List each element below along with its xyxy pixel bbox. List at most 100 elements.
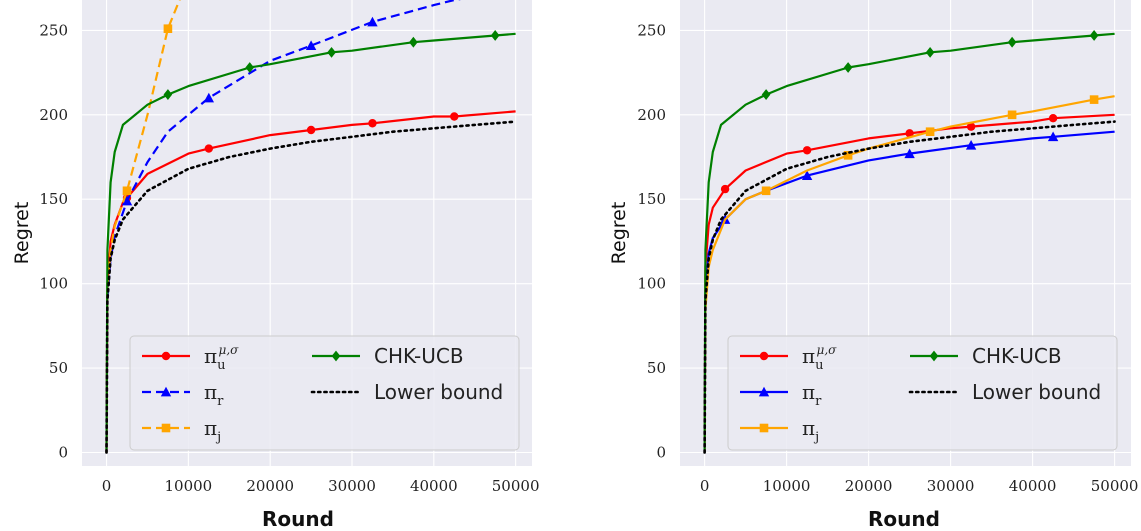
x-tick-label: 0 (102, 477, 112, 495)
series-line-lb (703, 120, 1116, 454)
legend-label-pi_u: πuμ,σ (802, 343, 837, 373)
legend-marker-pi_u (161, 351, 171, 361)
data-point-pi_r (801, 170, 813, 181)
legend-item-lb: Lower bound (908, 380, 1101, 404)
data-point-pi_u (368, 119, 377, 128)
data-point-pi_j (761, 186, 771, 196)
legend-label-lb: Lower bound (374, 380, 503, 404)
x-tick-label: 10000 (165, 477, 213, 495)
data-point-chk (925, 46, 935, 58)
legend: πuμ,σ πr πj CHK-UCB Lower bound (727, 335, 1118, 451)
x-axis-title: Round (262, 507, 334, 531)
chart-panel-2: 0 10000 20000 30000 40000 50000 0 50 100 150 200 25… (608, 0, 1138, 531)
legend-item-chk: CHK-UCB (910, 344, 1062, 368)
legend-item-lb: Lower bound (310, 380, 503, 404)
data-point-pi_j (1089, 95, 1099, 104)
x-tick-label: 40000 (1009, 477, 1057, 495)
x-axis-title: Round (868, 507, 940, 531)
legend-item-pi_u: πuμ,σ (740, 343, 837, 373)
series-group (703, 30, 1116, 454)
legend: πuμ,σ πr πj CHK-UCB Lower bound (129, 335, 520, 451)
y-tick-label: 250 (39, 21, 68, 39)
data-point-pi_r (904, 148, 915, 159)
data-point-pi_r (305, 40, 317, 51)
data-point-chk (245, 62, 255, 73)
data-point-pi_u (802, 146, 812, 155)
y-tick-label: 100 (39, 275, 68, 293)
legend-marker-pi_j (759, 423, 769, 433)
x-tick-label: 20000 (246, 477, 294, 495)
series-group (105, 0, 517, 454)
legend-label-pi_u: πuμ,σ (204, 343, 239, 373)
legend-label-chk: CHK-UCB (972, 344, 1062, 368)
legend-item-pi_r: πr (142, 380, 224, 409)
data-point-chk (409, 36, 418, 48)
series-line-pi_j (105, 0, 181, 453)
y-tick-label: 250 (637, 21, 666, 39)
x-tick-label: 20000 (845, 477, 893, 495)
y-tick-label: 150 (637, 190, 666, 208)
x-tick-label: 30000 (328, 477, 376, 495)
data-point-pi_u (204, 144, 214, 153)
legend-label-pi_r: πr (204, 380, 224, 409)
data-point-chk (843, 62, 853, 73)
legend-item-chk: CHK-UCB (312, 344, 464, 368)
data-point-pi_u (966, 122, 976, 131)
y-tick-label: 0 (58, 443, 68, 461)
data-point-pi_j (843, 151, 853, 160)
series-line-pi_r (703, 130, 1115, 453)
data-point-pi_u (306, 125, 316, 135)
y-axis-title: Regret (608, 202, 630, 265)
data-point-pi_j (163, 24, 173, 34)
data-point-pi_r (367, 16, 378, 27)
legend-marker-pi_r (160, 386, 172, 397)
y-axis-title: Regret (11, 202, 33, 265)
legend-marker-chk (929, 350, 939, 362)
x-tick-label: 30000 (927, 477, 975, 495)
x-tick-label: 40000 (410, 477, 458, 495)
x-tick-label: 0 (700, 477, 710, 495)
data-point-pi_r (203, 92, 215, 103)
y-tick-label: 150 (39, 190, 68, 208)
data-point-pi_u (450, 112, 459, 121)
legend-marker-chk (331, 350, 341, 362)
legend-marker-pi_r (758, 386, 770, 397)
legend-item-pi_u: πuμ,σ (142, 343, 239, 373)
data-point-pi_r (965, 140, 977, 150)
series-line-lb (105, 120, 517, 454)
x-tick-label: 50000 (1091, 477, 1139, 495)
y-tick-label: 50 (647, 359, 666, 377)
legend-label-pi_j: πj (802, 416, 819, 445)
data-point-pi_u (720, 184, 730, 194)
legend-label-chk: CHK-UCB (374, 344, 464, 368)
y-tick-label: 100 (637, 275, 666, 293)
data-point-chk (1007, 36, 1017, 48)
legend-label-lb: Lower bound (972, 380, 1101, 404)
data-point-pi_j (122, 186, 132, 196)
data-point-chk (490, 30, 500, 41)
y-tick-label: 200 (637, 106, 666, 124)
legend-marker-pi_j (161, 423, 171, 433)
legend-label-pi_j: πj (204, 416, 221, 445)
data-point-pi_u (905, 129, 914, 138)
legend-item-pi_r: πr (740, 380, 822, 409)
data-point-chk (163, 89, 173, 100)
legend-item-pi_j: πj (142, 416, 221, 445)
y-tick-label: 200 (39, 106, 68, 124)
legend-marker-pi_u (759, 351, 769, 361)
data-point-chk (1089, 30, 1099, 41)
y-tick-label: 50 (49, 359, 68, 377)
data-point-pi_u (1048, 113, 1058, 123)
y-tick-label: 0 (656, 443, 666, 461)
x-tick-label: 50000 (492, 477, 540, 495)
data-point-pi_j (1007, 110, 1017, 120)
data-point-chk (761, 89, 771, 100)
chart-panel-1: 0 10000 20000 30000 40000 50000 0 50 100 150 200 25… (11, 0, 539, 531)
series-line-chk (703, 32, 1115, 453)
data-point-pi_r (1047, 131, 1059, 142)
series-line-chk (105, 32, 516, 453)
data-point-chk (327, 46, 336, 58)
data-point-pi_j (925, 127, 935, 136)
legend-label-pi_r: πr (802, 380, 822, 409)
